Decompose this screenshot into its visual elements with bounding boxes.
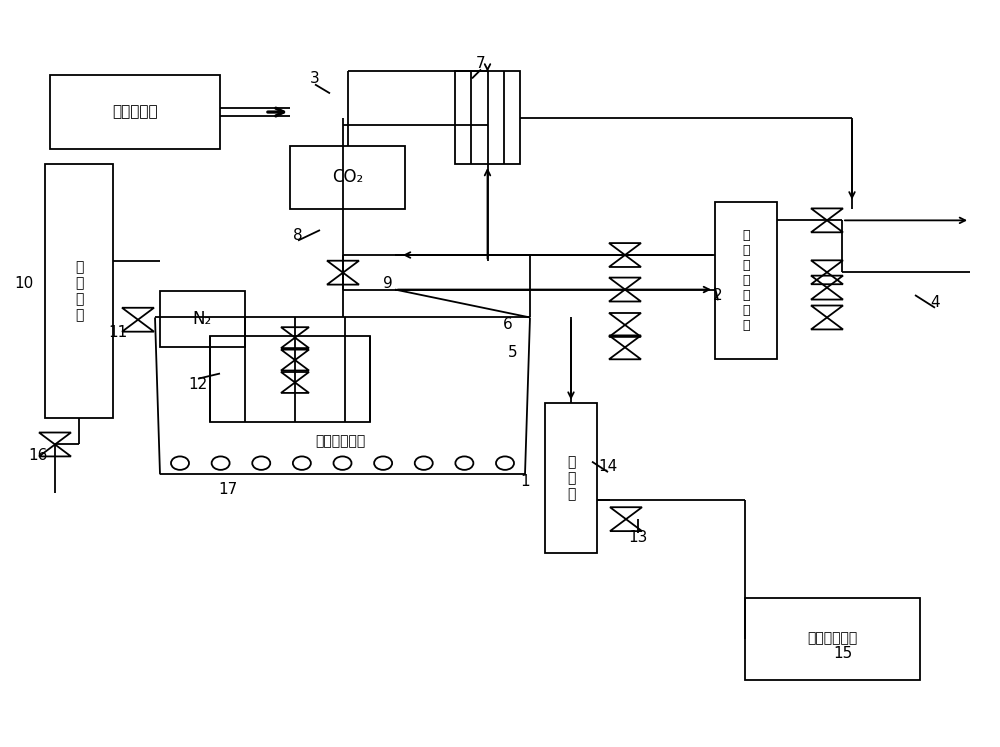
- Text: 12: 12: [188, 377, 208, 392]
- Text: 原料进气口: 原料进气口: [112, 105, 158, 120]
- Text: 16: 16: [28, 448, 48, 463]
- Text: 9: 9: [383, 276, 393, 291]
- Text: 15: 15: [833, 646, 853, 661]
- Text: 10: 10: [14, 276, 34, 291]
- Text: 3: 3: [310, 71, 320, 86]
- Text: 1: 1: [520, 474, 530, 489]
- Bar: [715, 202, 777, 359]
- Text: 17: 17: [218, 482, 238, 497]
- Bar: [50, 75, 220, 149]
- Bar: [160, 291, 245, 347]
- Text: 冷却循环水池: 冷却循环水池: [315, 434, 365, 447]
- Text: 14: 14: [598, 459, 618, 474]
- Text: 5: 5: [508, 345, 518, 360]
- Text: 11: 11: [108, 325, 128, 340]
- Text: 氮气充装系统: 氮气充装系统: [807, 632, 858, 645]
- Bar: [45, 164, 113, 418]
- Text: 液
氮
储
罐: 液 氮 储 罐: [75, 260, 83, 323]
- Text: 13: 13: [628, 530, 648, 545]
- Bar: [545, 403, 597, 553]
- Text: 8: 8: [293, 228, 303, 243]
- Text: N₂: N₂: [193, 310, 212, 329]
- Text: 7: 7: [476, 56, 486, 71]
- Text: 2: 2: [713, 288, 723, 303]
- Text: 4: 4: [930, 295, 940, 310]
- Bar: [745, 598, 920, 680]
- Text: 二
氧
化
碳
压
缩
机: 二 氧 化 碳 压 缩 机: [742, 229, 750, 332]
- Text: CO₂: CO₂: [332, 168, 363, 187]
- Bar: [290, 146, 405, 209]
- Text: 6: 6: [503, 317, 513, 332]
- Bar: [210, 336, 370, 422]
- Bar: [455, 71, 520, 164]
- Text: 气
化
器: 气 化 器: [567, 455, 575, 501]
